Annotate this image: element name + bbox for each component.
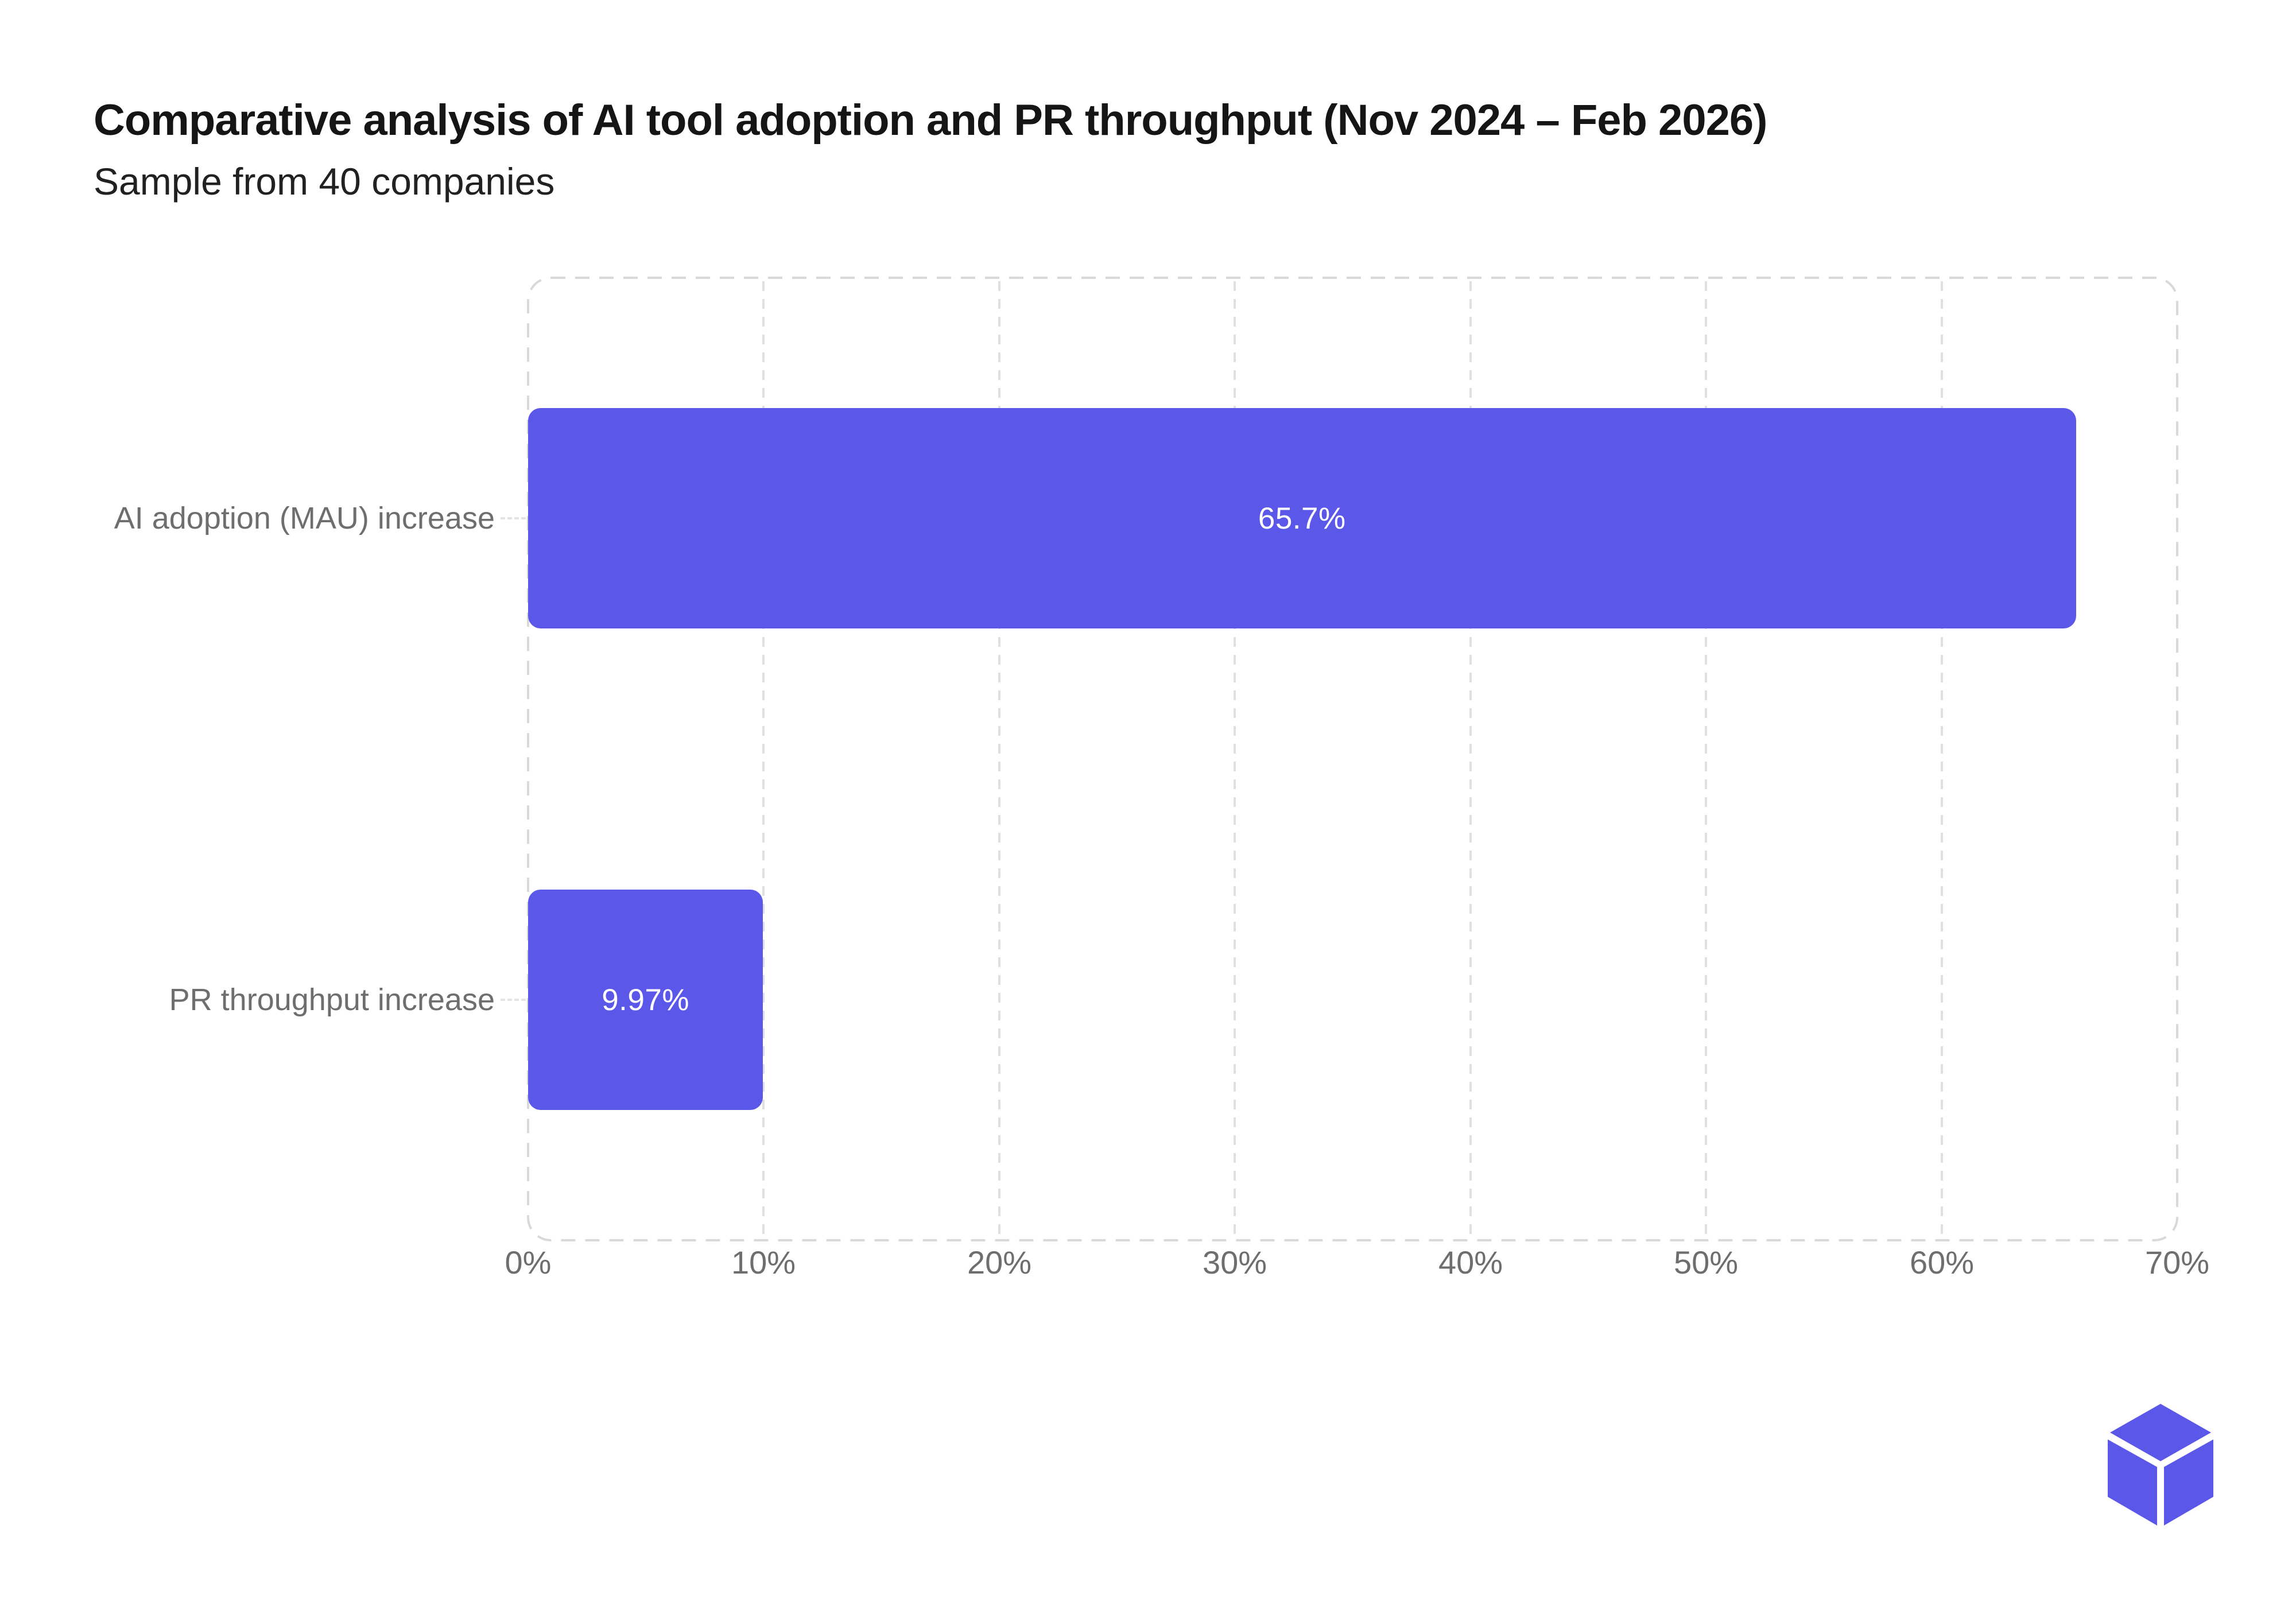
page-subtitle: Sample from 40 companies — [94, 160, 555, 203]
category-tick — [501, 999, 526, 1001]
x-tick-20: 20% — [967, 1244, 1032, 1280]
x-tick-60: 60% — [1909, 1244, 1975, 1280]
bar-value-label: 65.7% — [1258, 501, 1346, 535]
x-tick-50: 50% — [1673, 1244, 1739, 1280]
cube-logo-icon — [2108, 1404, 2213, 1526]
x-tick-0: 0% — [505, 1244, 552, 1280]
x-tick-40: 40% — [1438, 1244, 1503, 1280]
bar-row: 65.7% — [528, 408, 2177, 628]
bar-value-label: 9.97% — [602, 983, 689, 1017]
bar-ai-adoption[interactable]: 65.7% — [528, 408, 2076, 628]
page-title: Comparative analysis of AI tool adoption… — [94, 96, 1767, 145]
x-tick-10: 10% — [731, 1244, 796, 1280]
category-tick — [501, 517, 526, 519]
plot-area: 65.7% 9.97% — [528, 278, 2177, 1240]
bar-row: 9.97% — [528, 890, 2177, 1110]
category-label-ai-adoption: AI adoption (MAU) increase — [114, 501, 495, 535]
category-label-pr-throughput: PR throughput increase — [169, 983, 495, 1017]
x-tick-70: 70% — [2144, 1244, 2210, 1280]
bar-pr-throughput[interactable]: 9.97% — [528, 890, 763, 1110]
x-tick-30: 30% — [1202, 1244, 1267, 1280]
plot-grid — [527, 277, 2178, 1241]
